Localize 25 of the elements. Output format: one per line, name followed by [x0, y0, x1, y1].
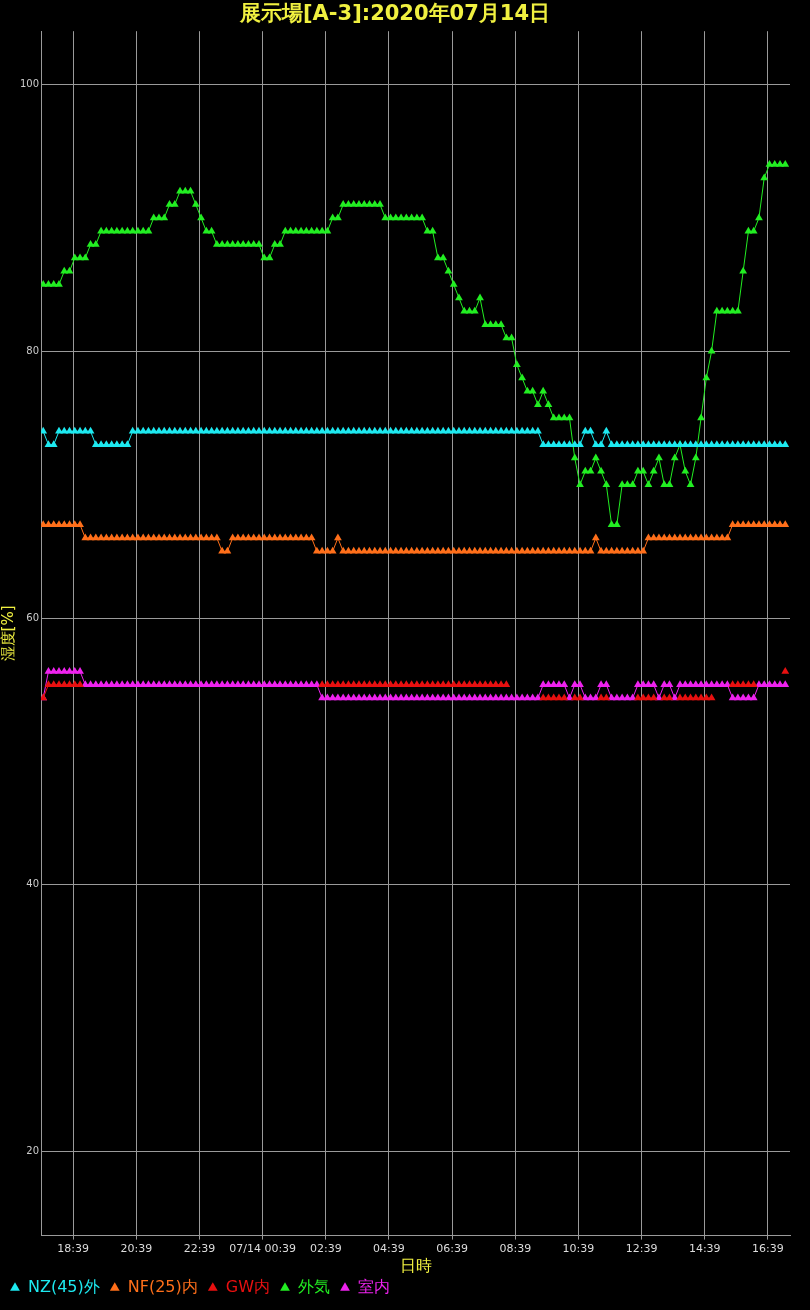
legend-label: 外気 — [298, 1277, 331, 1297]
y-tick-label: 80 — [26, 344, 40, 356]
x-tick-label: 14:39 — [688, 1242, 721, 1256]
x-tick-label: 07/14 00:39 — [229, 1242, 297, 1256]
y-tick-label: 60 — [26, 611, 40, 623]
x-tick-label: 02:39 — [309, 1242, 342, 1256]
x-tick-label: 18:39 — [57, 1242, 90, 1256]
x-tick-label: 22:39 — [183, 1242, 216, 1256]
y-tick-label: 20 — [26, 1145, 40, 1157]
legend-label: GW内 — [225, 1277, 271, 1297]
x-tick-label: 20:39 — [120, 1242, 153, 1256]
x-tick-label: 10:39 — [562, 1242, 595, 1256]
x-tick-label: 08:39 — [499, 1242, 532, 1256]
y-tick-label: 100 — [19, 78, 40, 90]
y-axis-title: 湿度[%] — [0, 605, 17, 662]
x-tick-label: 04:39 — [373, 1242, 405, 1256]
chart-title: 展示場[A-3]:2020年07月14日 — [238, 1, 551, 26]
y-tick-label: 40 — [26, 878, 40, 890]
legend-label: 室内 — [358, 1277, 391, 1297]
x-tick-label: 12:39 — [625, 1242, 658, 1256]
x-tick-label: 16:39 — [752, 1242, 784, 1256]
legend-label: NZ(45)外 — [28, 1277, 100, 1297]
x-tick-label: 06:39 — [436, 1242, 468, 1256]
x-axis-title: 日時 — [399, 1255, 432, 1275]
legend-label: NF(25)内 — [127, 1277, 198, 1297]
